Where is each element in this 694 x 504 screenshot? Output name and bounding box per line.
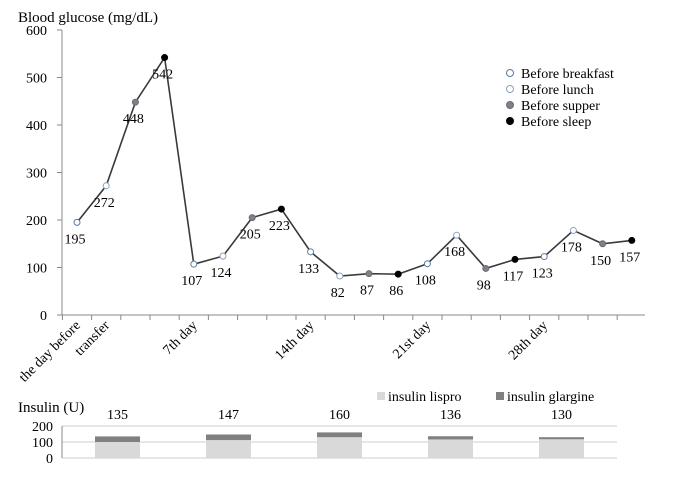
- insulin-legend: insulin lispro insulin glargine: [377, 390, 594, 405]
- insulin-legend-swatch: [377, 392, 385, 400]
- glucose-legend-marker: [506, 117, 514, 125]
- insulin-legend-label: insulin glargine: [507, 390, 594, 405]
- glucose-data-label: 82: [331, 286, 345, 301]
- insulin-y-tick-label: 100: [32, 436, 53, 451]
- glucose-legend-label: Before sleep: [521, 115, 591, 130]
- insulin-total-label: 160: [329, 408, 350, 423]
- glucose-y-tick-label: 600: [26, 24, 47, 39]
- glucose-data-label: 542: [152, 68, 173, 83]
- glucose-data-label: 272: [94, 196, 115, 211]
- insulin-bar-segment: [317, 432, 362, 438]
- insulin-bar-segment: [428, 436, 473, 440]
- glucose-x-tick-label: 7th day: [161, 318, 201, 358]
- glucose-point: [131, 98, 139, 106]
- glucose-x-tick-label: 28th day: [506, 318, 551, 363]
- glucose-data-label: 178: [561, 240, 582, 255]
- glucose-points: [73, 54, 636, 280]
- insulin-bar-segment: [95, 436, 140, 442]
- insulin-y-tick-label: 200: [32, 420, 53, 435]
- insulin-bar-segment: [206, 440, 251, 458]
- glucose-y-tick-label: 500: [26, 72, 47, 87]
- glucose-point: [599, 240, 607, 248]
- insulin-bar-segment: [95, 442, 140, 458]
- glucose-point: [307, 248, 315, 256]
- insulin-bar-segment: [539, 439, 584, 458]
- glucose-y-tick-label: 100: [26, 262, 47, 277]
- glucose-data-label: 98: [477, 278, 491, 293]
- insulin-total-label: 147: [218, 408, 239, 423]
- glucose-data-label: 448: [123, 112, 144, 127]
- glucose-point: [277, 205, 285, 213]
- glucose-data-label: 168: [444, 245, 465, 260]
- glucose-point: [482, 264, 490, 272]
- glucose-data-labels: 195 272 448 542 107 124 205 223 133 82 87 86 108 168 9…: [65, 68, 641, 301]
- insulin-bars: [95, 432, 584, 458]
- glucose-point: [540, 253, 548, 261]
- glucose-legend-marker: [506, 69, 514, 77]
- insulin-total-label: 130: [551, 408, 572, 423]
- glucose-point: [102, 182, 110, 190]
- glucose-legend-label: Before lunch: [521, 83, 594, 98]
- glucose-data-label: 157: [619, 250, 640, 265]
- glucose-point: [569, 226, 577, 234]
- insulin-y-tick-label: 0: [46, 452, 53, 467]
- glucose-y-axis-label: Blood glucose (mg/dL): [18, 10, 158, 26]
- glucose-point: [161, 54, 169, 62]
- insulin-legend-swatch: [496, 392, 504, 400]
- glucose-y-tick-label: 0: [40, 309, 47, 324]
- glucose-data-label: 107: [181, 274, 202, 289]
- glucose-data-label: 124: [211, 266, 232, 281]
- glucose-legend-label: Before breakfast: [521, 67, 614, 82]
- glucose-legend-marker: [506, 85, 514, 93]
- glucose-point: [511, 255, 519, 263]
- glucose-point: [219, 252, 227, 260]
- insulin-bar-segment: [206, 434, 251, 441]
- glucose-y-tick-label: 300: [26, 167, 47, 182]
- glucose-data-label: 117: [503, 269, 523, 284]
- glucose-point: [336, 272, 344, 280]
- glucose-y-ticks: 0 100 200 300 400 500 600: [26, 24, 62, 324]
- glucose-data-label: 86: [389, 284, 403, 299]
- insulin-bar-segment: [317, 437, 362, 458]
- insulin-total-label: 136: [440, 408, 461, 423]
- glucose-point: [394, 270, 402, 278]
- insulin-legend-label: insulin lispro: [388, 390, 462, 405]
- glucose-point: [73, 218, 81, 226]
- glucose-data-label: 223: [269, 219, 290, 234]
- glucose-data-label: 195: [65, 232, 86, 247]
- glucose-point: [453, 231, 461, 239]
- glucose-line: [76, 55, 632, 277]
- glucose-data-label: 108: [415, 274, 436, 289]
- glucose-point: [190, 260, 198, 268]
- glucose-point: [423, 260, 431, 268]
- glucose-legend-marker: [506, 101, 514, 109]
- glucose-y-tick-label: 200: [26, 214, 47, 229]
- glucose-point: [248, 214, 256, 222]
- insulin-total-labels: 135 147 160 136 130: [107, 408, 572, 423]
- glucose-x-tick-label: 14th day: [272, 318, 317, 363]
- glucose-y-tick-label: 400: [26, 119, 47, 134]
- glucose-x-tick-label: 21st day: [390, 318, 434, 362]
- insulin-total-label: 135: [107, 408, 128, 423]
- glucose-data-label: 150: [590, 254, 611, 269]
- glucose-data-label: 205: [240, 228, 261, 243]
- glucose-legend-label: Before supper: [521, 99, 600, 114]
- glucose-data-label: 123: [532, 267, 553, 282]
- insulin-bar-segment: [428, 439, 473, 458]
- glucose-point: [628, 236, 636, 244]
- glucose-point: [365, 270, 373, 278]
- insulin-y-axis-label: Insulin (U): [18, 400, 84, 416]
- insulin-bar-segment: [539, 437, 584, 440]
- glucose-x-tick-label: the day before: [17, 318, 84, 385]
- glucose-data-label: 87: [360, 284, 374, 299]
- glucose-data-label: 133: [298, 262, 319, 277]
